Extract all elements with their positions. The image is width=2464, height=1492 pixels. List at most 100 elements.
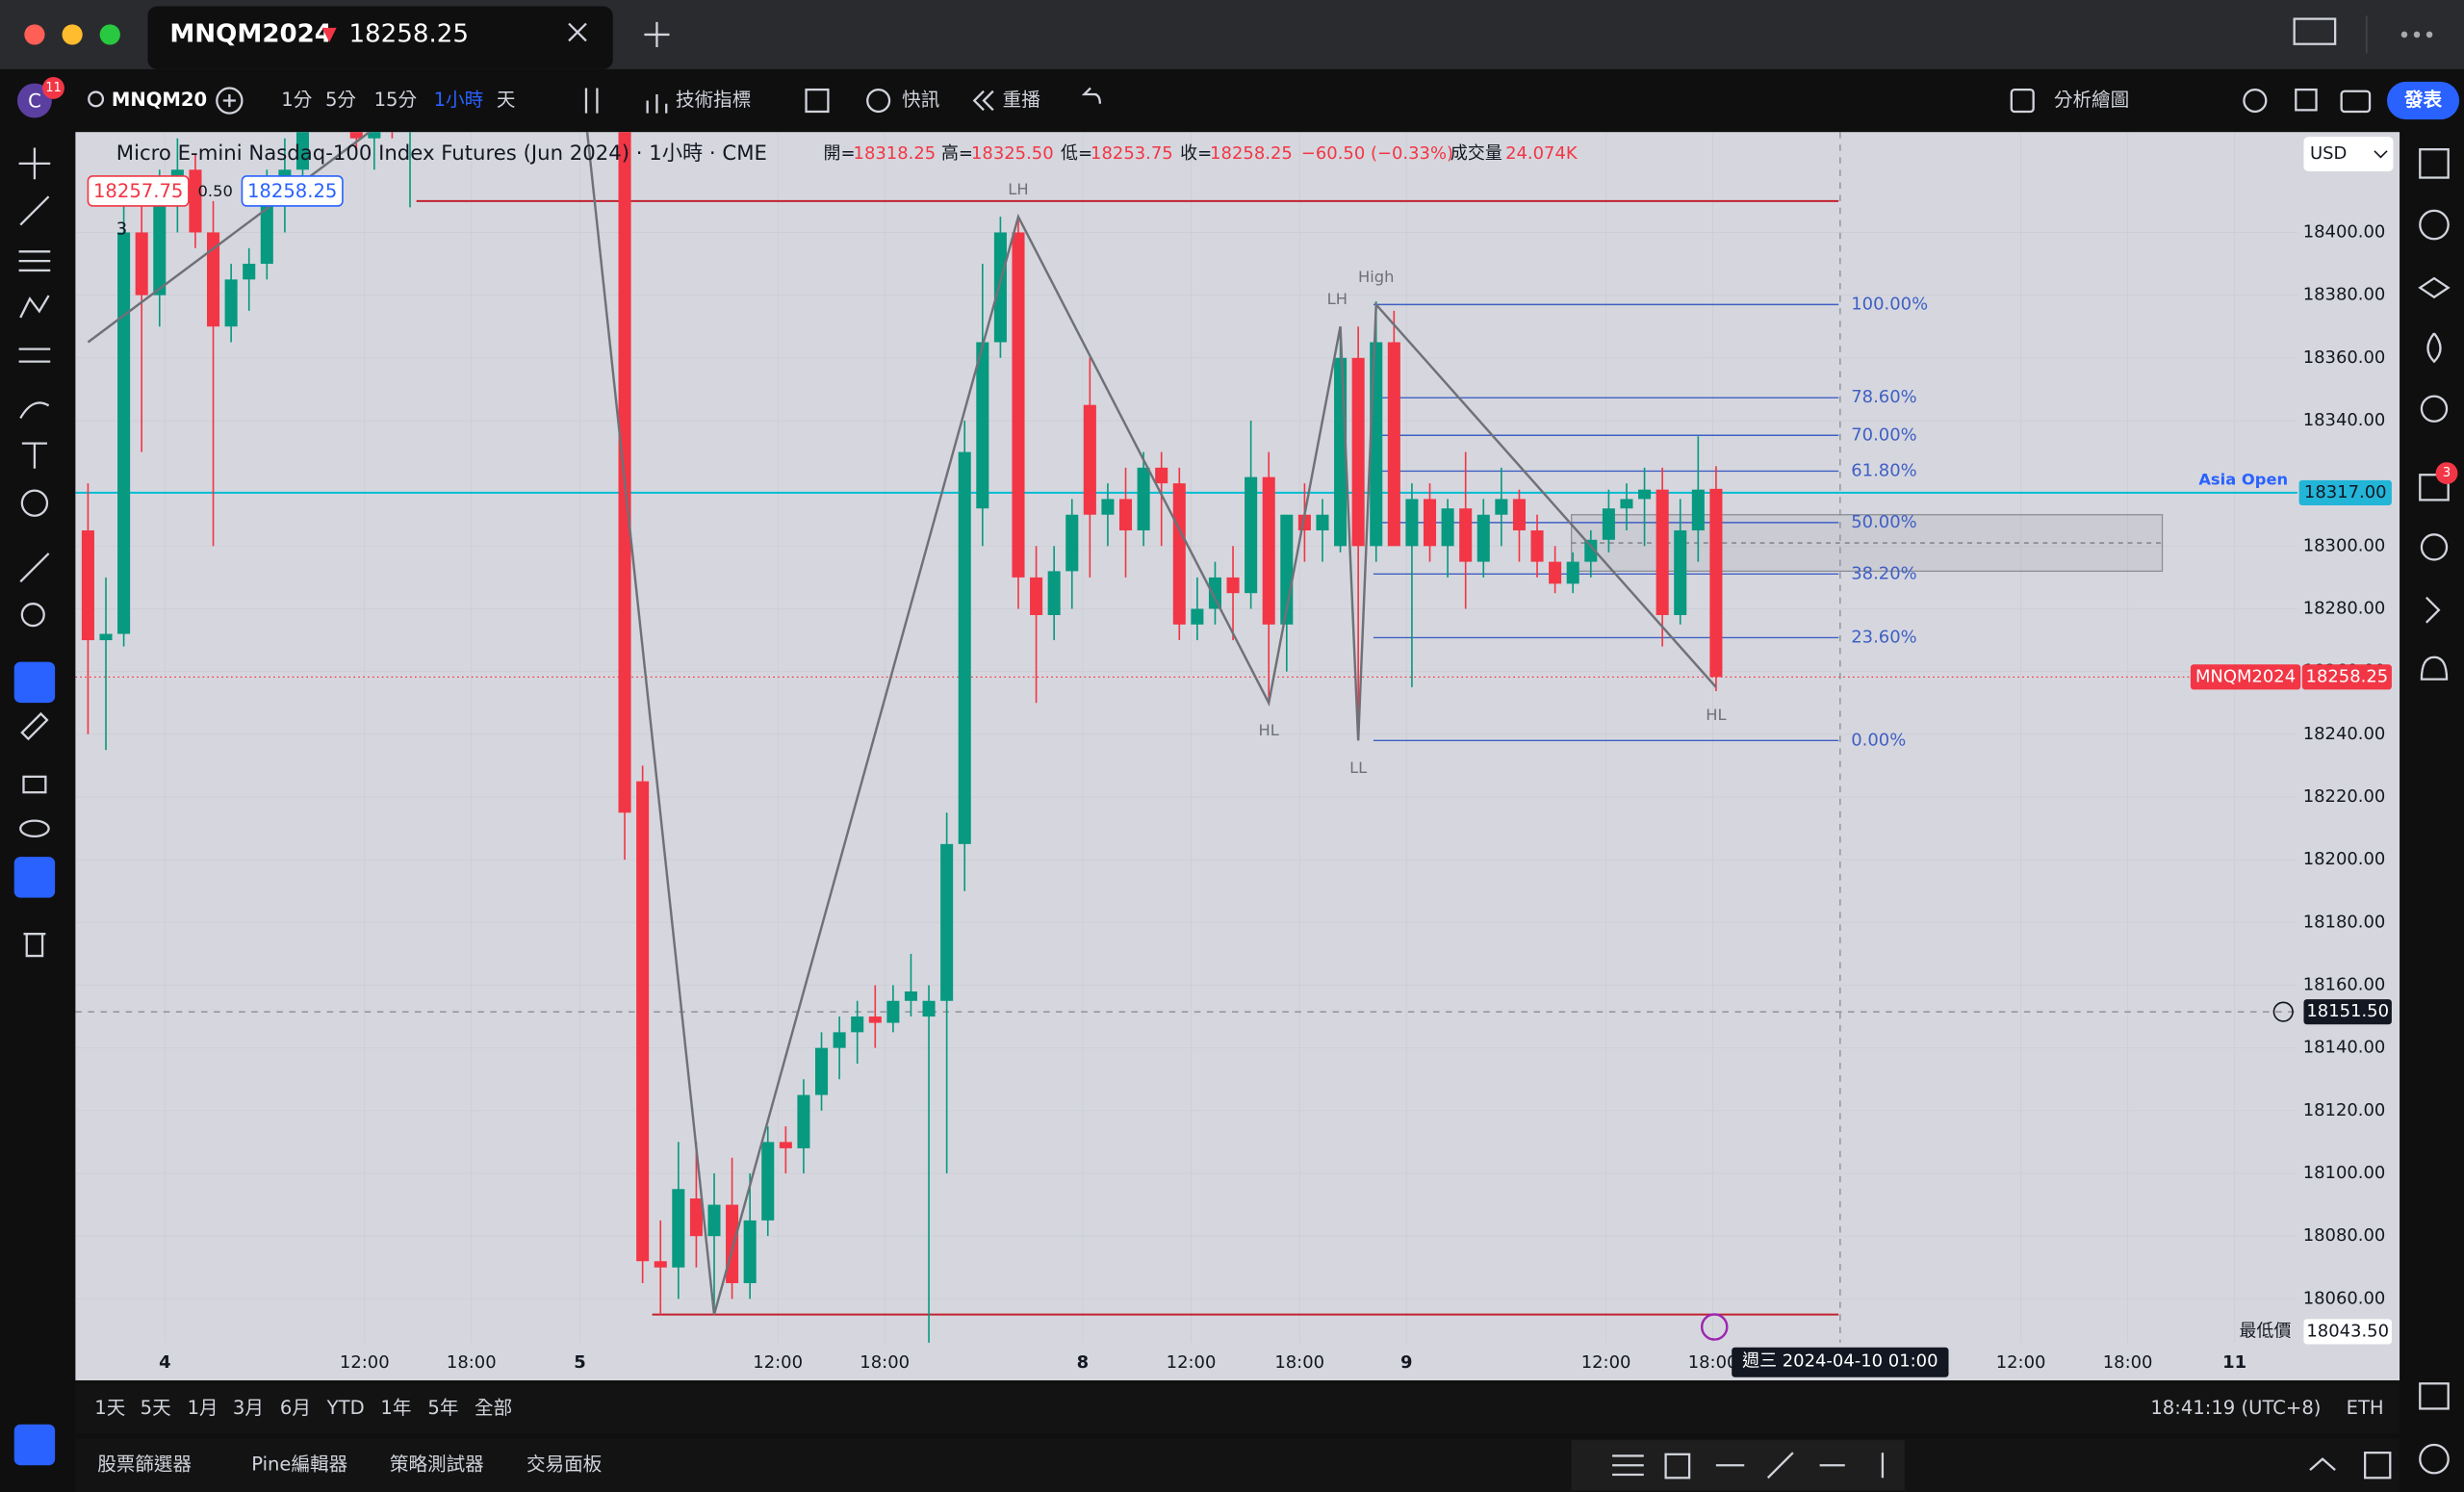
- tab-close[interactable]: [568, 22, 587, 42]
- swing-label: LL: [1349, 759, 1367, 777]
- interval[interactable]: 天: [497, 89, 516, 111]
- candle-body: [295, 132, 310, 170]
- close-button[interactable]: [24, 24, 45, 45]
- indicator-count[interactable]: 3: [116, 219, 127, 239]
- settings-icon[interactable]: [2243, 88, 2268, 114]
- range-button[interactable]: 全部: [475, 1397, 512, 1419]
- templates-icon[interactable]: [805, 88, 830, 114]
- last-price-tag-bg: [2301, 664, 2392, 690]
- swing-label: LH: [1327, 290, 1348, 308]
- drawing-button[interactable]: 分析繪圖: [2054, 89, 2129, 111]
- alert-icon[interactable]: [866, 88, 891, 114]
- x-tick-label: 11: [2222, 1352, 2246, 1373]
- swing-label: HL: [1259, 721, 1279, 739]
- panel-tab[interactable]: 股票篩選器: [97, 1453, 192, 1476]
- plot-area: 100.00% 78.60% 70.00% 61.80% 50.00% 38.20% 23.…: [75, 132, 2297, 1343]
- globe-tool[interactable]: [13, 857, 56, 898]
- symbol-search[interactable]: MNQM20: [112, 89, 207, 111]
- undo-icon[interactable]: [1081, 87, 1101, 104]
- y-tick-label: 18060.00: [2303, 1288, 2386, 1308]
- y-tick-label: 18360.00: [2303, 347, 2386, 368]
- range-button[interactable]: 5天: [141, 1397, 171, 1419]
- x-tick-label: 4: [159, 1352, 170, 1373]
- chart-type-icon[interactable]: [584, 88, 599, 114]
- indicators-icon[interactable]: [646, 93, 668, 114]
- magnet-tool[interactable]: [13, 661, 56, 704]
- crosshair-add[interactable]: [2272, 1001, 2294, 1022]
- watchlist-star[interactable]: [13, 1424, 56, 1466]
- bid-box: [87, 175, 190, 207]
- replay-icon[interactable]: [972, 90, 994, 112]
- dock-icons[interactable]: [1612, 1452, 1885, 1479]
- range-button[interactable]: YTD: [326, 1397, 365, 1419]
- range-button[interactable]: 1年: [380, 1397, 411, 1419]
- screenshot-icon[interactable]: [2340, 90, 2372, 114]
- candle-body: [1155, 467, 1168, 484]
- interval[interactable]: 5分: [325, 89, 356, 111]
- candle-body: [1584, 539, 1598, 562]
- panel-tab[interactable]: 交易面板: [526, 1453, 603, 1476]
- drawing-toggle[interactable]: [2010, 88, 2035, 114]
- panel-maximize[interactable]: [2364, 1452, 2392, 1479]
- candle-body: [886, 1000, 900, 1023]
- candle-body: [707, 1204, 721, 1237]
- range-button[interactable]: 3月: [233, 1397, 264, 1419]
- x-tick-label: 18:00: [1688, 1352, 1738, 1373]
- fib-label: 23.60%: [1851, 627, 1916, 647]
- interval[interactable]: 1小時: [434, 89, 484, 111]
- x-tick-label: 12:00: [1996, 1352, 2046, 1373]
- panel-tab[interactable]: Pine編輯器: [251, 1453, 347, 1476]
- fullscreen-icon[interactable]: [2295, 88, 2318, 112]
- ohlc-value: 18325.50: [971, 143, 1054, 164]
- range-button[interactable]: 5年: [427, 1397, 458, 1419]
- alert-button[interactable]: 快訊: [902, 89, 939, 111]
- volume-label: 成交量: [1450, 143, 1502, 164]
- bid-price[interactable]: 18257.75: [93, 180, 183, 202]
- drawing-tools[interactable]: [18, 147, 51, 958]
- currency-select[interactable]: [2303, 137, 2394, 172]
- panel-tab[interactable]: 策略測試器: [390, 1453, 484, 1476]
- candle-body: [1208, 577, 1221, 609]
- publish-label[interactable]: 發表: [2403, 89, 2443, 111]
- x-tick-label: 18:00: [2103, 1352, 2153, 1373]
- more-icon[interactable]: [2400, 31, 2433, 39]
- candle-body: [207, 232, 220, 327]
- range-button[interactable]: 1月: [188, 1397, 218, 1419]
- currency-value[interactable]: USD: [2310, 143, 2347, 164]
- publish-button[interactable]: [2387, 81, 2460, 120]
- swing-label: HL: [1706, 706, 1726, 724]
- x-tick-label: 18:00: [1274, 1352, 1324, 1373]
- ask-price[interactable]: 18258.25: [247, 180, 337, 202]
- range-button[interactable]: 6月: [280, 1397, 311, 1419]
- zoom-button[interactable]: [99, 24, 120, 45]
- search-icon[interactable]: [88, 90, 105, 108]
- candle-body: [976, 342, 989, 509]
- active-tab[interactable]: [147, 6, 613, 69]
- candle-body: [1065, 514, 1079, 572]
- candle-body: [1549, 561, 1562, 584]
- fib-label: 78.60%: [1851, 387, 1916, 407]
- asia-open-label: Asia Open: [2198, 470, 2288, 488]
- ohlc-label: 低=: [1061, 143, 1092, 164]
- session[interactable]: ETH: [2347, 1397, 2384, 1419]
- candle-body: [1602, 508, 1615, 540]
- add-symbol[interactable]: [216, 87, 244, 115]
- chart-title: Micro E-mini Nasdaq-100 Index Futures (J…: [116, 141, 767, 166]
- candle-body: [761, 1142, 775, 1221]
- sidebar-icons[interactable]: [2418, 148, 2451, 1475]
- x-tick-label: 12:00: [753, 1352, 803, 1373]
- panel-collapse[interactable]: [2309, 1457, 2336, 1471]
- layout-icon[interactable]: [2293, 17, 2337, 45]
- indicators-button[interactable]: 技術指標: [676, 89, 751, 111]
- fib-label: 70.00%: [1851, 424, 1916, 445]
- candle-body: [243, 264, 256, 280]
- minimize-button[interactable]: [62, 24, 83, 45]
- last-symbol-tag-bg: [2190, 664, 2301, 690]
- candle-body: [81, 530, 94, 641]
- interval[interactable]: 15分: [374, 89, 417, 111]
- new-tab[interactable]: [644, 21, 670, 47]
- fib-label: 61.80%: [1851, 460, 1916, 480]
- replay-button[interactable]: 重播: [1003, 89, 1040, 111]
- interval[interactable]: 1分: [281, 89, 312, 111]
- range-button[interactable]: 1天: [94, 1397, 125, 1419]
